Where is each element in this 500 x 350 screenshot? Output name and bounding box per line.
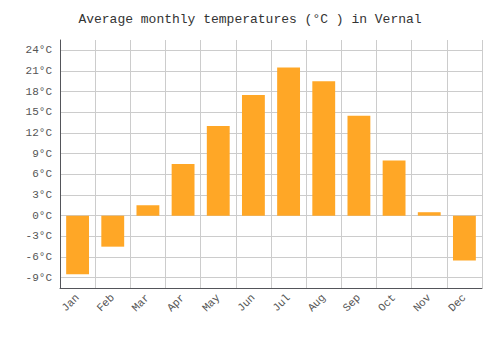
svg-text:-6°C: -6°C (26, 251, 53, 263)
svg-text:15°C: 15°C (26, 106, 53, 118)
svg-text:0°C: 0°C (32, 210, 52, 222)
svg-text:18°C: 18°C (26, 86, 53, 98)
svg-text:6°C: 6°C (32, 168, 52, 180)
svg-text:May: May (200, 291, 223, 314)
svg-text:-9°C: -9°C (26, 272, 53, 284)
svg-text:Dec: Dec (446, 292, 468, 314)
svg-text:Sep: Sep (341, 292, 363, 314)
svg-text:Jun: Jun (235, 292, 257, 314)
svg-text:Nov: Nov (411, 291, 434, 314)
svg-text:9°C: 9°C (32, 148, 52, 160)
svg-text:24°C: 24°C (26, 44, 53, 56)
svg-text:12°C: 12°C (26, 127, 53, 139)
svg-text:3°C: 3°C (32, 189, 52, 201)
svg-text:Oct: Oct (376, 292, 398, 314)
svg-text:Jan: Jan (59, 292, 81, 314)
svg-text:Jul: Jul (270, 292, 292, 314)
svg-text:-3°C: -3°C (26, 230, 53, 242)
svg-text:Average monthly temperatures (: Average monthly temperatures (°C ) in Ve… (78, 12, 421, 27)
svg-text:Feb: Feb (95, 292, 117, 314)
svg-text:21°C: 21°C (26, 65, 53, 77)
svg-text:Aug: Aug (306, 292, 328, 314)
svg-text:Mar: Mar (130, 292, 152, 314)
svg-text:Apr: Apr (165, 292, 187, 314)
